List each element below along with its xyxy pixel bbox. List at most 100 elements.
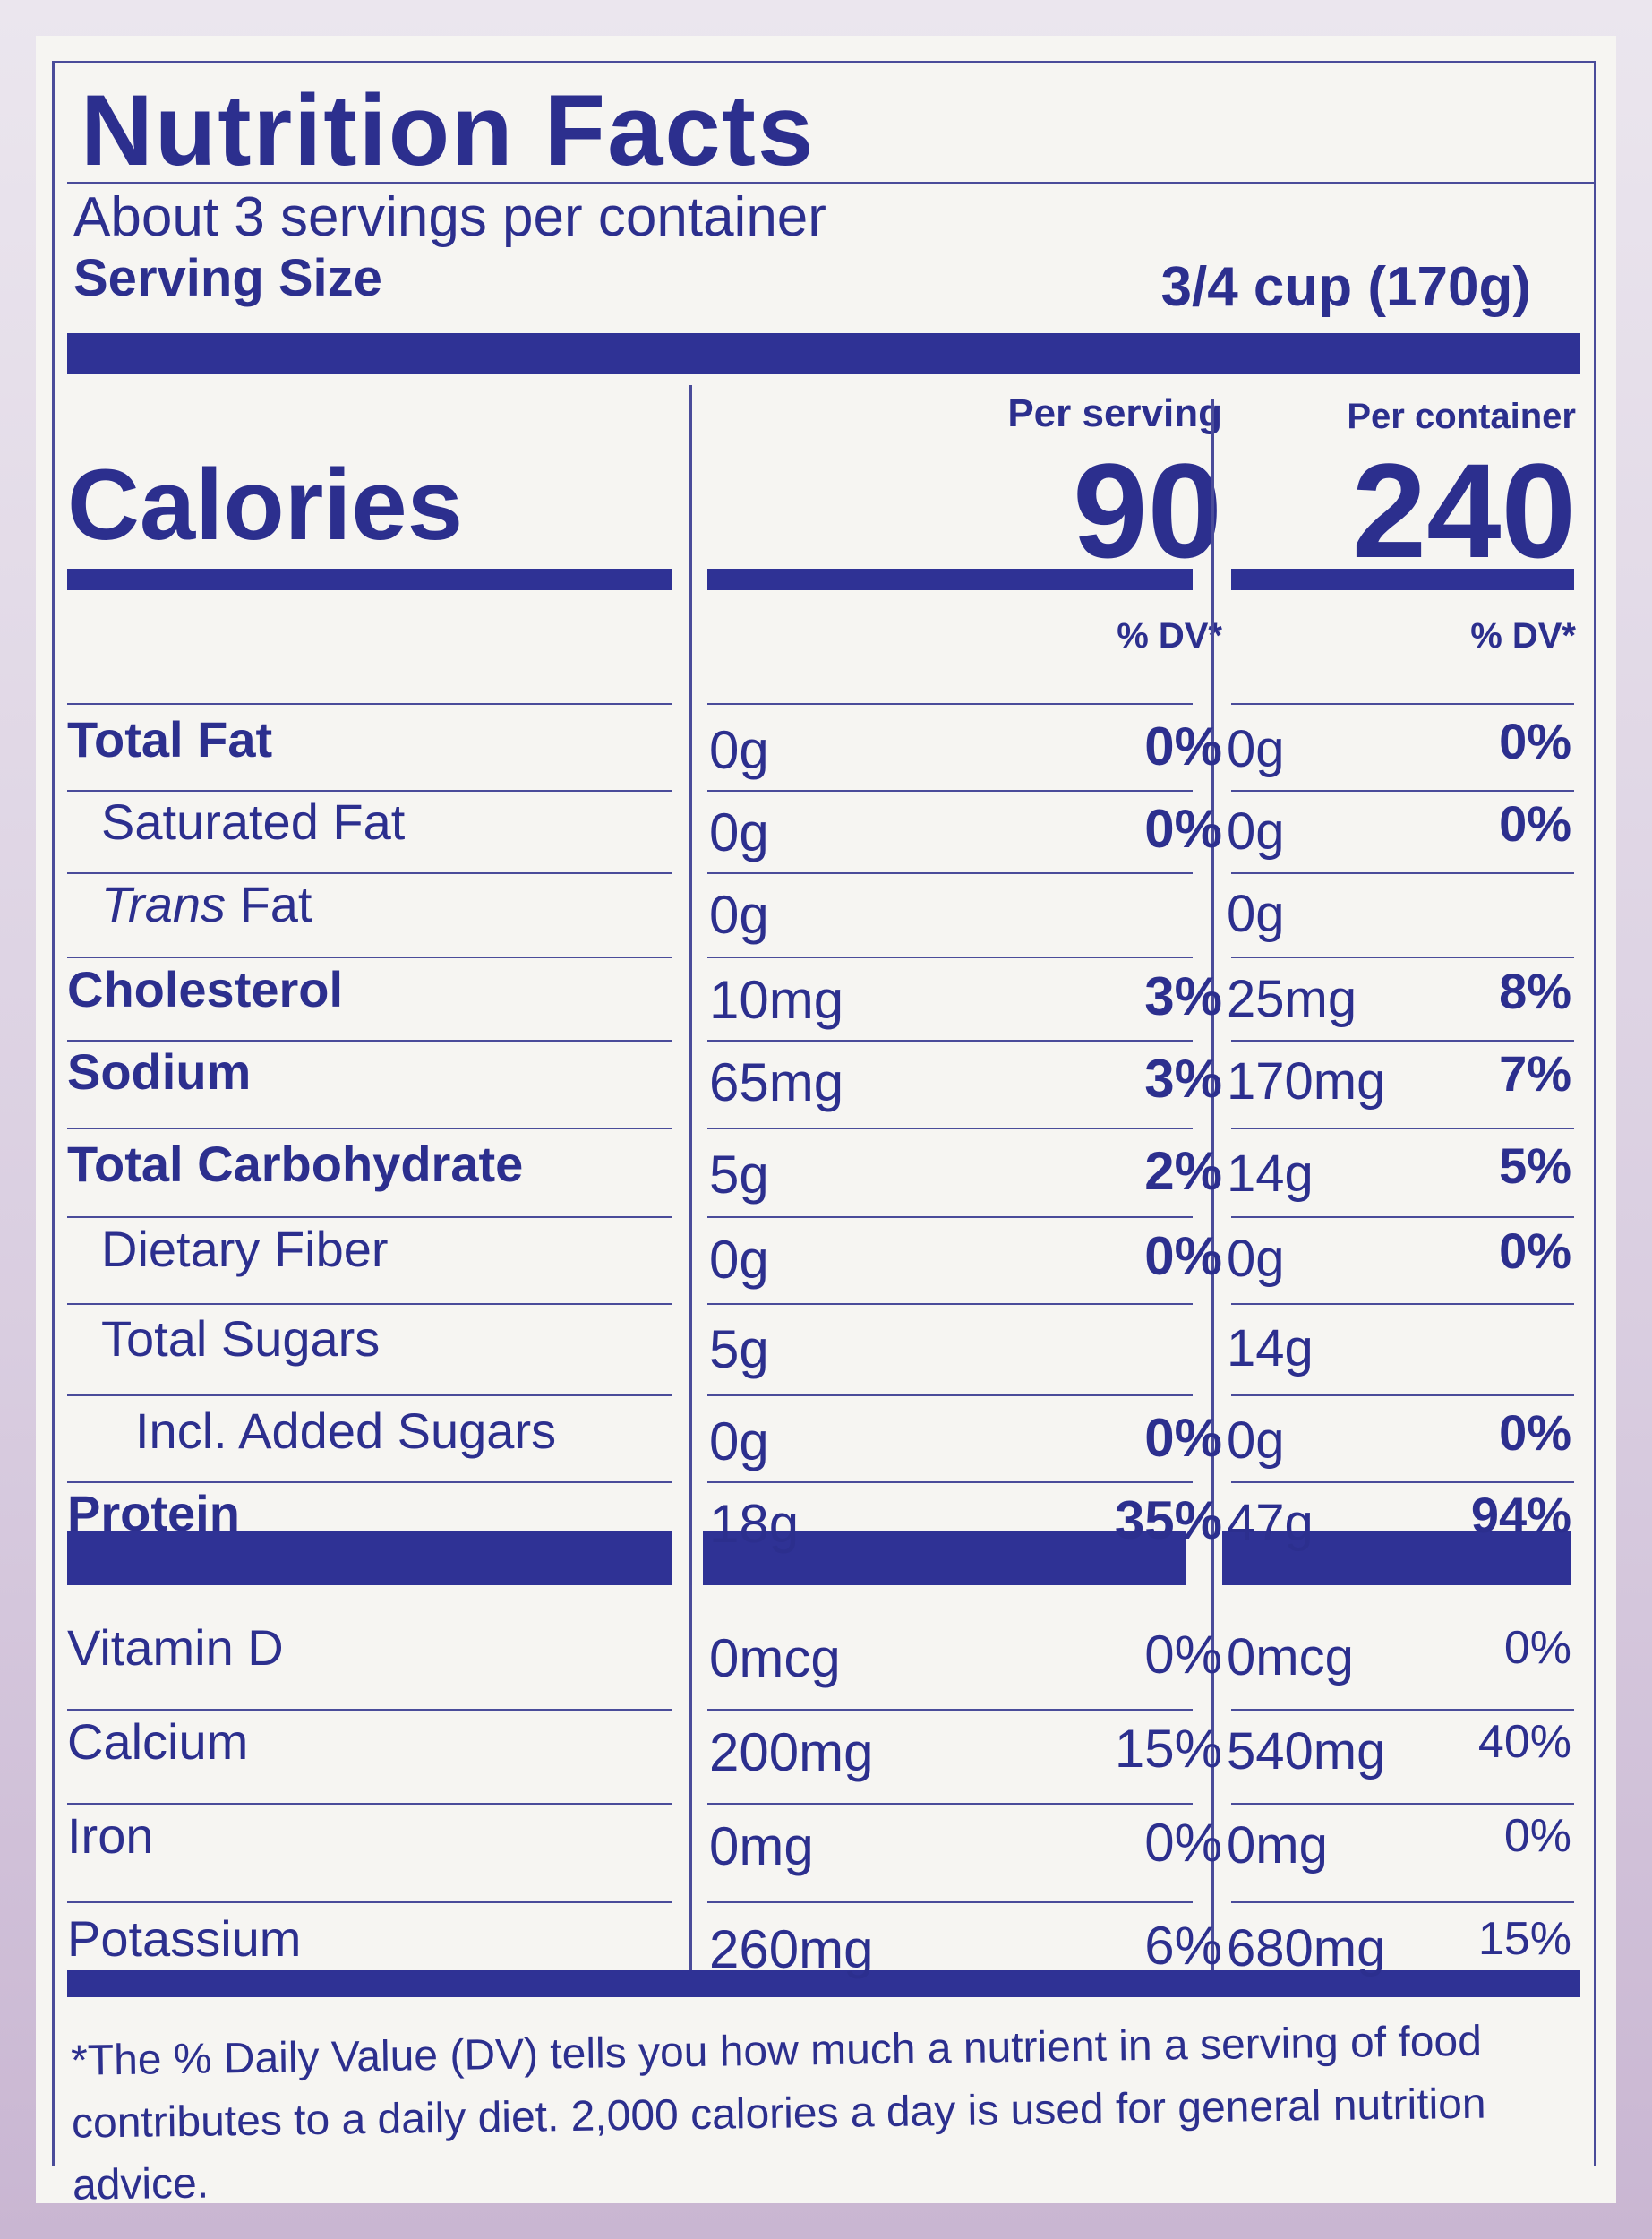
amount: 540mg <box>1227 1722 1386 1780</box>
nutrient-name-text: Saturated Fat <box>101 794 406 850</box>
daily-value: 8% <box>1499 963 1571 1019</box>
calories-label: Calories <box>67 449 463 561</box>
dv-header: % DV* <box>1470 616 1576 656</box>
amount: 0g <box>709 1230 769 1290</box>
nutrient-name: Iron <box>67 1811 154 1861</box>
column-header: Per serving <box>1007 391 1222 435</box>
amount: 5g <box>709 1145 769 1205</box>
daily-value: 3% <box>1144 966 1222 1026</box>
nutrient-name: Trans Fat <box>101 879 312 930</box>
rule <box>67 1216 672 1218</box>
frame-top <box>52 61 1596 63</box>
frame-left <box>52 61 55 2166</box>
amount: 0g <box>709 885 769 945</box>
rule <box>707 1216 1193 1218</box>
daily-value: 7% <box>1499 1045 1571 1102</box>
daily-value: 2% <box>1144 1141 1222 1201</box>
amount: 18g <box>709 1494 800 1554</box>
rule <box>707 1303 1193 1305</box>
rule <box>707 790 1193 792</box>
amount: 0mg <box>1227 1816 1328 1874</box>
rule <box>1231 790 1574 792</box>
calories-bar <box>1231 569 1574 590</box>
daily-value: 0% <box>1144 1226 1222 1286</box>
rule <box>67 703 672 705</box>
rule <box>67 182 1594 184</box>
daily-value: 6% <box>1144 1916 1222 1976</box>
daily-value: 3% <box>1144 1049 1222 1109</box>
rule <box>1231 1901 1574 1903</box>
nutrient-name: Potassium <box>67 1914 301 1964</box>
calories-per-container: 240 <box>1351 435 1576 586</box>
nutrient-name-text: Total Fat <box>67 711 273 768</box>
calories-bar <box>707 569 1193 590</box>
rule <box>1231 957 1574 958</box>
rule <box>1231 1709 1574 1711</box>
amount: 5g <box>709 1319 769 1379</box>
footnote: *The % Daily Value (DV) tells you how mu… <box>70 2017 1486 2209</box>
bottom-bar <box>67 1970 1580 1997</box>
rule <box>67 1481 672 1483</box>
label-panel: Nutrition Facts About 3 servings per con… <box>36 36 1616 2209</box>
nutrient-name-text: Fat <box>239 876 312 932</box>
nutrient-name-text: Vitamin D <box>67 1619 284 1676</box>
rule <box>1231 703 1574 705</box>
serving-size: 3/4 cup (170g) <box>1160 256 1531 318</box>
rule <box>707 1040 1193 1042</box>
daily-value: 0% <box>1499 1222 1571 1279</box>
daily-value: 0% <box>1144 1813 1222 1873</box>
rule <box>707 1803 1193 1805</box>
amount: 47g <box>1227 1494 1314 1552</box>
nutrient-name: Cholesterol <box>67 965 343 1015</box>
dv-header: % DV* <box>1117 616 1222 656</box>
title: Nutrition Facts <box>81 74 816 186</box>
rule <box>1231 1481 1574 1483</box>
nutrient-name: Dietary Fiber <box>101 1224 389 1274</box>
amount: 25mg <box>1227 970 1357 1028</box>
rule <box>707 1481 1193 1483</box>
rule <box>1231 872 1574 874</box>
daily-value: 15% <box>1477 1913 1571 1965</box>
daily-value: 0% <box>1144 1408 1222 1468</box>
rule <box>707 1128 1193 1129</box>
calories-per-serving: 90 <box>1073 435 1222 586</box>
thick-bar <box>67 1531 672 1585</box>
amount: 0g <box>709 720 769 780</box>
column-header: Per container <box>1347 397 1576 436</box>
amount: 0g <box>1227 720 1285 778</box>
thick-bar <box>1222 1531 1571 1585</box>
nutrient-name: Protein <box>67 1488 240 1539</box>
amount: 0mcg <box>709 1628 841 1688</box>
amount: 10mg <box>709 970 844 1030</box>
daily-value: 15% <box>1114 1719 1222 1779</box>
amount: 14g <box>1227 1145 1314 1203</box>
rule <box>67 957 672 958</box>
amount: 65mg <box>709 1052 844 1112</box>
daily-value: 0% <box>1144 716 1222 776</box>
nutrient-name-text: Sodium <box>67 1043 252 1100</box>
daily-value: 0% <box>1503 1810 1571 1862</box>
rule <box>1231 1303 1574 1305</box>
amount: 0mcg <box>1227 1628 1354 1686</box>
amount: 0g <box>1227 885 1285 943</box>
nutrient-name: Saturated Fat <box>101 797 405 847</box>
rule <box>707 872 1193 874</box>
amount: 0g <box>709 1411 769 1471</box>
rule <box>67 1901 672 1903</box>
daily-value: 94% <box>1470 1487 1571 1543</box>
rule <box>1231 1803 1574 1805</box>
rule <box>707 1901 1193 1903</box>
rule <box>707 1394 1193 1396</box>
amount: 200mg <box>709 1722 874 1782</box>
rule <box>1231 1128 1574 1129</box>
amount: 0mg <box>709 1816 814 1876</box>
daily-value: 0% <box>1503 1622 1571 1674</box>
calories-bar <box>67 569 672 590</box>
daily-value: 0% <box>1144 1625 1222 1685</box>
nutrient-name-text: Total Carbohydrate <box>67 1136 524 1192</box>
nutrient-name-text: Calcium <box>67 1713 249 1770</box>
rule <box>67 1394 672 1396</box>
daily-value: 0% <box>1499 713 1571 769</box>
amount: 260mg <box>709 1919 874 1979</box>
